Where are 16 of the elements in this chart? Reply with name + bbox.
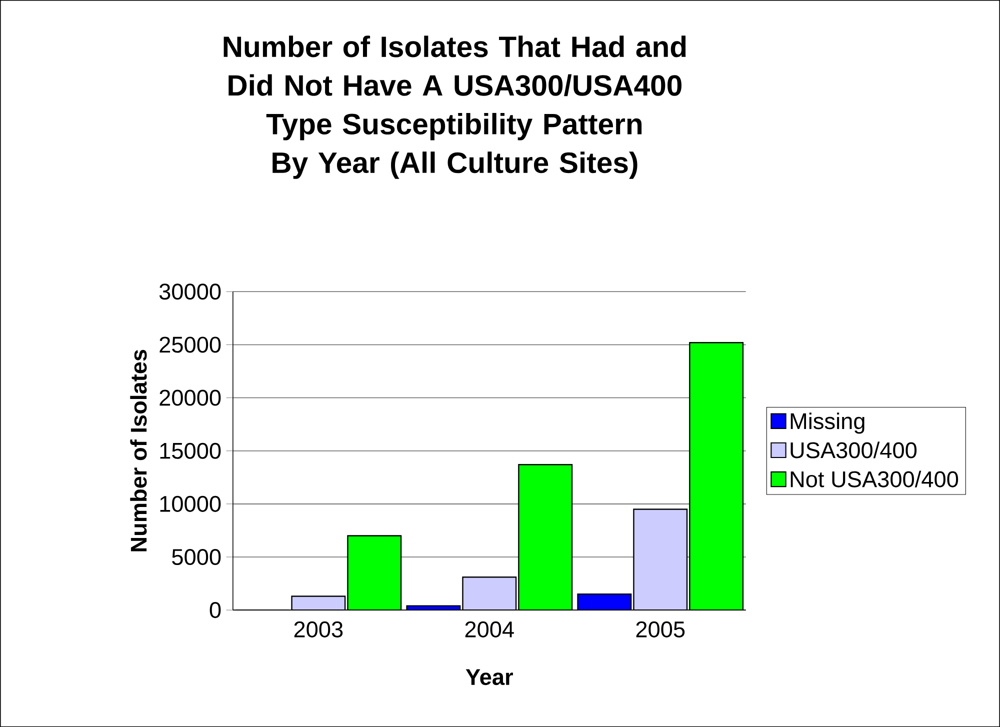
x-axis-title: Year (466, 669, 513, 685)
y-tick-label: 15000 (160, 442, 221, 459)
legend-label: Missing (790, 412, 864, 434)
x-tick-label: 2005 (636, 621, 685, 638)
y-tick-label: 30000 (159, 284, 221, 300)
y-tick-label: 5000 (172, 548, 221, 565)
x-tick-label: 2003 (294, 621, 343, 638)
legend-label: Not USA300/400 (790, 470, 958, 488)
y-tick-label: 10000 (160, 496, 221, 512)
y-tick-label: 25000 (160, 336, 221, 353)
y-tick-label: 20000 (160, 390, 221, 406)
y-axis-title: Number of Isolates (130, 350, 147, 552)
y-tick-label: 0 (210, 602, 221, 618)
x-tick-label: 2004 (465, 621, 514, 638)
chart-title: Number of Isolates That Had and Did Not Have A USA300/USA400 Type Susceptibility Pattern By Year (All Culture Sites) (224, 36, 686, 179)
legend-label: USA300/400 (790, 442, 917, 458)
